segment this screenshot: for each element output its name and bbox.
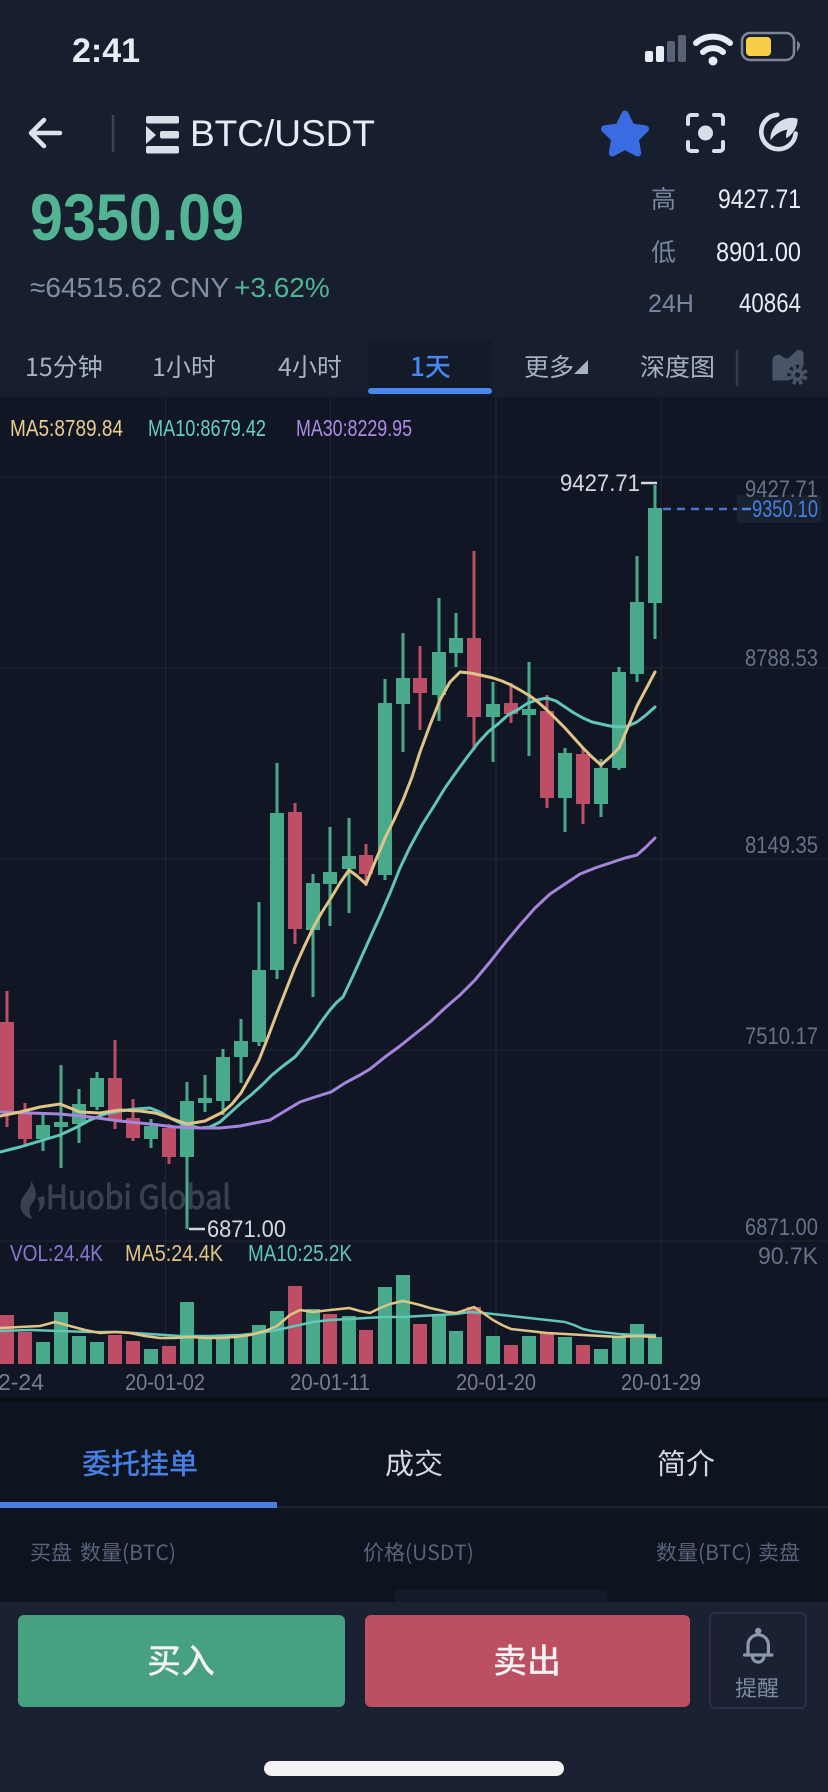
svg-text:VOL:24.4K: VOL:24.4K: [10, 1240, 104, 1266]
svg-text:9350.10: 9350.10: [752, 496, 818, 523]
svg-text:MA30:8229.95: MA30:8229.95: [296, 415, 412, 441]
svg-text:8788.53: 8788.53: [745, 645, 818, 672]
svg-text:20-01-20: 20-01-20: [456, 1369, 536, 1395]
svg-text:9427.71: 9427.71: [718, 184, 801, 214]
svg-text:MA10:8679.42: MA10:8679.42: [148, 415, 266, 441]
svg-text:40864: 40864: [739, 288, 801, 318]
svg-text:9427.71: 9427.71: [560, 470, 640, 497]
svg-text:20-01-29: 20-01-29: [621, 1369, 701, 1395]
svg-text:90.7K: 90.7K: [758, 1243, 818, 1270]
svg-text:6871.00: 6871.00: [207, 1216, 286, 1243]
svg-text:MA5:24.4K: MA5:24.4K: [125, 1240, 224, 1266]
svg-text:MA10:25.2K: MA10:25.2K: [248, 1240, 353, 1266]
svg-text:2-24: 2-24: [0, 1369, 44, 1395]
svg-text:8149.35: 8149.35: [745, 832, 818, 859]
svg-text:20-01-11: 20-01-11: [290, 1369, 370, 1395]
svg-text:8901.00: 8901.00: [716, 237, 801, 267]
svg-text:9350.09: 9350.09: [30, 180, 244, 254]
svg-text:+3.62%: +3.62%: [234, 272, 330, 303]
svg-text:6871.00: 6871.00: [745, 1214, 818, 1241]
svg-text:BTC/USDT: BTC/USDT: [190, 113, 375, 154]
svg-text:7510.17: 7510.17: [745, 1023, 818, 1050]
svg-text:20-01-02: 20-01-02: [125, 1369, 205, 1395]
svg-text:2:41: 2:41: [72, 32, 140, 70]
svg-text:≈64515.62 CNY: ≈64515.62 CNY: [30, 272, 229, 303]
svg-text:24H: 24H: [648, 290, 694, 318]
svg-text:9427.71: 9427.71: [745, 476, 818, 503]
svg-text:MA5:8789.84: MA5:8789.84: [10, 415, 123, 441]
